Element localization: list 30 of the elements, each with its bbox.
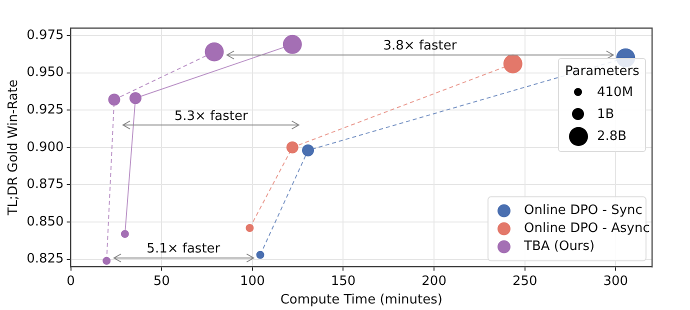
y-tick-label: 0.900 [26, 140, 64, 155]
y-tick-label: 0.825 [26, 252, 64, 267]
annotation: 5.1× faster [146, 242, 221, 257]
x-tick-label: 250 [512, 274, 538, 289]
point [108, 94, 120, 106]
x-tick-label: 0 [66, 274, 75, 289]
x-tick-label: 100 [240, 274, 265, 289]
text: 410M [597, 84, 634, 100]
point [286, 141, 298, 154]
point [129, 92, 142, 104]
x-tick-label: 50 [153, 274, 170, 289]
legend-label: Online DPO - Async [524, 221, 650, 236]
y-tick-label: 0.950 [26, 65, 64, 80]
x-tick-label: 150 [330, 274, 356, 289]
text: 2.8B [597, 128, 627, 144]
annotation: 3.8× faster [383, 38, 458, 54]
legend-label: TBA (Ours) [523, 239, 595, 254]
point [302, 144, 314, 156]
y-axis-title: TL;DR Gold Win-Rate [6, 80, 22, 216]
y-tick-label: 0.975 [26, 28, 64, 43]
x-tick-label: 300 [603, 274, 628, 289]
y-tick-label: 0.850 [26, 214, 64, 230]
text: 1B [597, 106, 614, 122]
legend-title: Parameters [564, 63, 640, 81]
annotation: 5.3× faster [174, 108, 248, 124]
x-axis-title: Compute Time (minutes) [280, 292, 442, 308]
legend-label: Online DPO - Sync [524, 203, 642, 218]
y-tick-label: 0.925 [26, 102, 64, 118]
x-tick-label: 200 [422, 274, 446, 289]
y-tick-label: 0.875 [26, 177, 64, 192]
